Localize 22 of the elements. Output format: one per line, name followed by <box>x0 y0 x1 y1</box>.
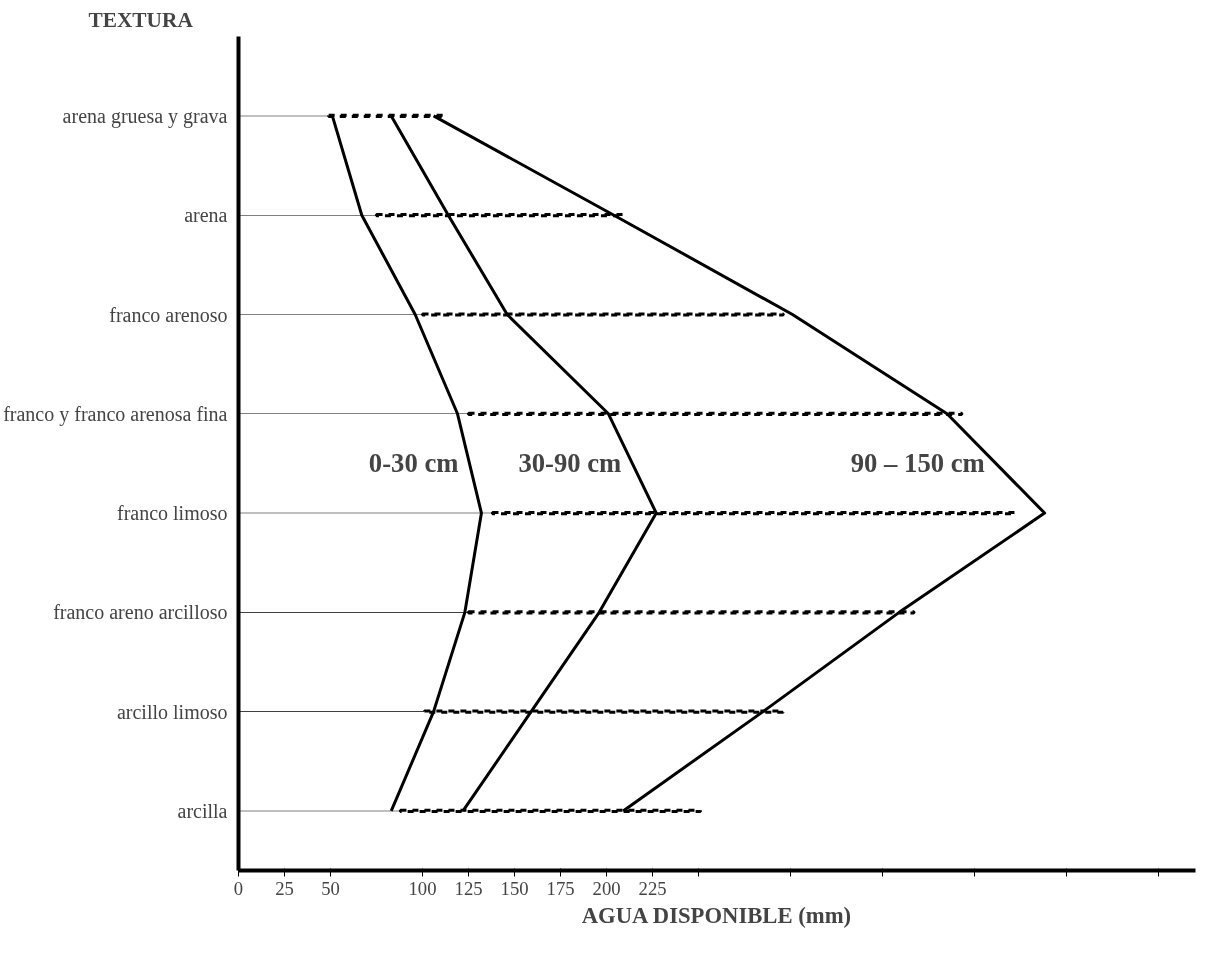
x-tick-label: 125 <box>454 877 483 899</box>
y-tick-label: arcilla <box>177 799 228 822</box>
series-label: 30-90 cm <box>518 448 622 479</box>
x-axis-title: AGUA DISPONIBLE (mm) <box>581 902 852 928</box>
y-tick-label: franco arenoso <box>109 303 228 326</box>
x-tick-label: 100 <box>408 877 437 899</box>
y-tick-label: franco y franco arenosa fina <box>3 402 228 426</box>
y-tick-label: franco limoso <box>116 502 228 525</box>
y-tick-label: arena <box>184 204 228 227</box>
x-tick-label: 200 <box>592 877 621 899</box>
y-tick-label: franco areno arcilloso <box>53 601 228 624</box>
x-tick-label: 225 <box>638 877 667 899</box>
x-tick-label: 175 <box>546 877 575 899</box>
series-label: 90 – 150 cm <box>850 448 985 479</box>
x-tick-label: 0 <box>233 877 244 899</box>
x-tick-label: 25 <box>275 877 294 899</box>
x-tick-label: 50 <box>321 877 340 899</box>
series-label: 0-30 cm <box>368 448 459 479</box>
x-tick-label: 150 <box>500 877 529 899</box>
y-tick-label: arena gruesa y grava <box>62 104 228 128</box>
y-axis-title: TEXTURA <box>88 7 194 32</box>
y-tick-label: arcillo limoso <box>116 700 228 723</box>
